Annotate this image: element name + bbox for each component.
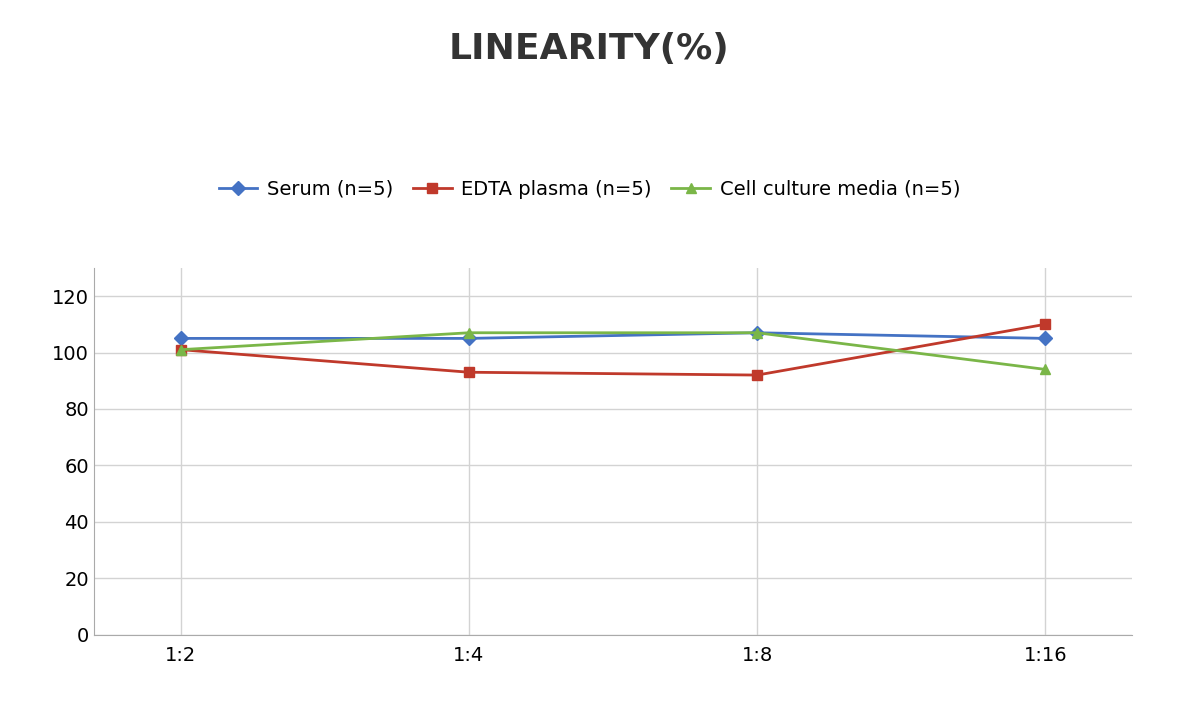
EDTA plasma (n=5) xyxy=(750,371,764,379)
Serum (n=5) xyxy=(462,334,476,343)
Cell culture media (n=5) xyxy=(750,329,764,337)
Line: EDTA plasma (n=5): EDTA plasma (n=5) xyxy=(176,319,1050,380)
Cell culture media (n=5) xyxy=(462,329,476,337)
Serum (n=5) xyxy=(1039,334,1053,343)
EDTA plasma (n=5) xyxy=(462,368,476,376)
Serum (n=5) xyxy=(173,334,187,343)
Cell culture media (n=5) xyxy=(173,345,187,354)
Serum (n=5) xyxy=(750,329,764,337)
EDTA plasma (n=5) xyxy=(173,345,187,354)
Line: Cell culture media (n=5): Cell culture media (n=5) xyxy=(176,328,1050,374)
Cell culture media (n=5) xyxy=(1039,365,1053,374)
EDTA plasma (n=5) xyxy=(1039,320,1053,329)
Text: LINEARITY(%): LINEARITY(%) xyxy=(449,32,730,66)
Line: Serum (n=5): Serum (n=5) xyxy=(176,328,1050,343)
Legend: Serum (n=5), EDTA plasma (n=5), Cell culture media (n=5): Serum (n=5), EDTA plasma (n=5), Cell cul… xyxy=(211,172,968,207)
